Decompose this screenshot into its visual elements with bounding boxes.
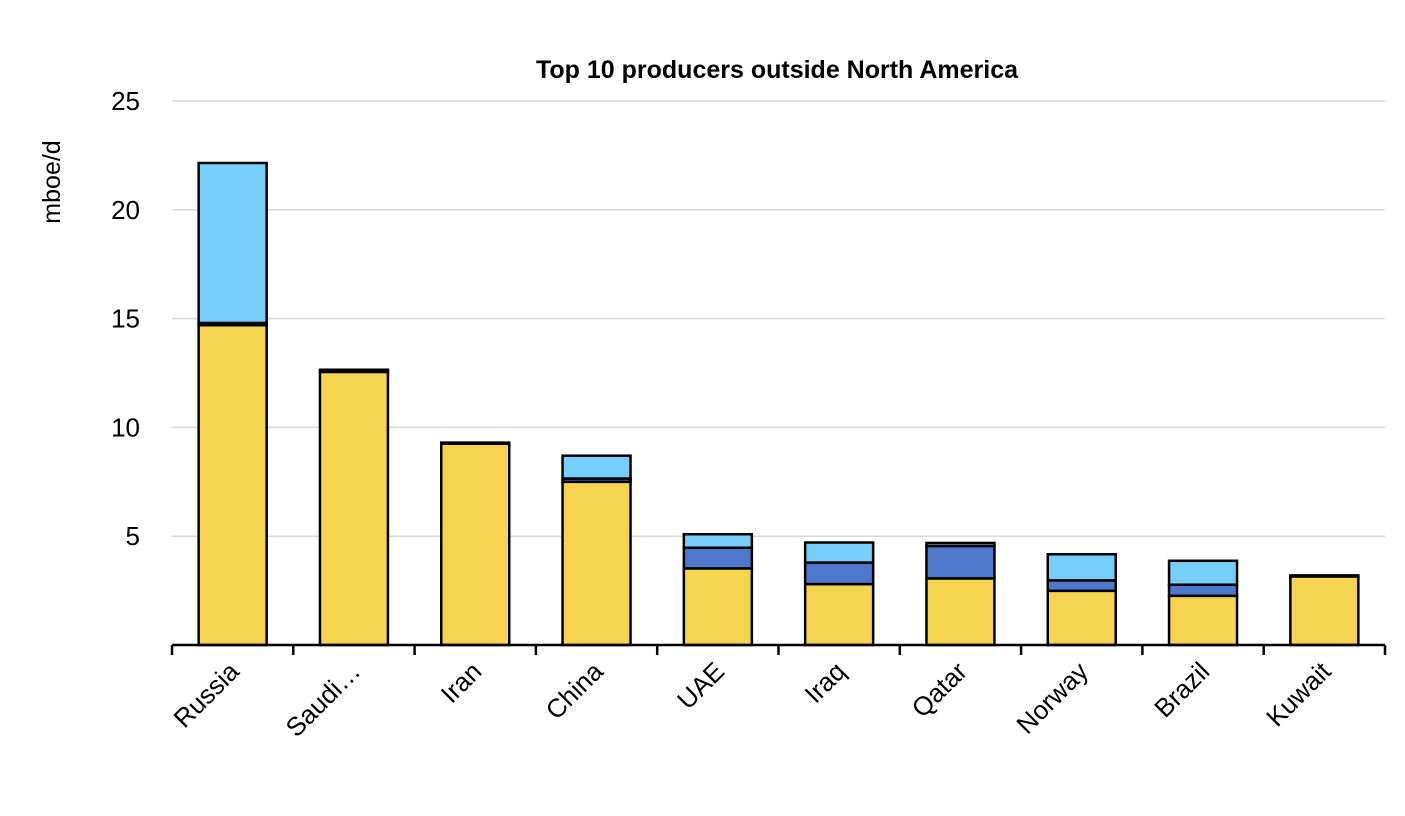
bar-segment-uae-series-2 bbox=[682, 546, 754, 570]
bar-segment-saudi-series-2 bbox=[318, 368, 390, 374]
chart-title: Top 10 producers outside North America bbox=[536, 56, 1019, 84]
bar-segment-brazil-series-3 bbox=[1167, 559, 1239, 586]
bar-segment-iraq-series-2 bbox=[803, 561, 875, 586]
x-tick-label: Brazil bbox=[1148, 656, 1215, 723]
bar-segment-uae-series-1 bbox=[682, 567, 754, 647]
bar-segment-norway-series-3 bbox=[1046, 553, 1117, 582]
y-tick-label: 15 bbox=[111, 304, 140, 334]
x-tick-label: Saudi… bbox=[280, 656, 367, 743]
bar-segment-norway-series-2 bbox=[1046, 579, 1117, 593]
y-tick-label: 25 bbox=[111, 86, 140, 116]
y-axis-label: mboe/d bbox=[38, 140, 66, 223]
bar-segment-qatar-series-3 bbox=[925, 541, 996, 548]
bar-segment-iraq-series-3 bbox=[803, 541, 875, 564]
x-tick-label: Qatar bbox=[905, 656, 972, 723]
bar-segment-brazil-series-1 bbox=[1167, 594, 1239, 647]
bar-segment-qatar-series-2 bbox=[925, 544, 996, 580]
bar-segment-saudi-series-1 bbox=[318, 370, 390, 647]
bar-segment-iraq-series-1 bbox=[803, 582, 875, 647]
bar-segment-russia-series-3 bbox=[197, 161, 268, 325]
bar-segment-china-series-3 bbox=[561, 454, 632, 480]
bar-segment-china-series-1 bbox=[561, 480, 632, 647]
x-tick-label: Russia bbox=[167, 656, 245, 734]
y-tick-label: 5 bbox=[126, 521, 140, 551]
bar-segment-iran-series-1 bbox=[440, 442, 511, 647]
x-tick-label: China bbox=[540, 656, 610, 726]
bar-segment-kuwait-series-1 bbox=[1289, 575, 1360, 647]
x-tick-label: UAE bbox=[671, 656, 730, 715]
bar-segment-russia-series-1 bbox=[197, 323, 268, 647]
x-tick-label: Iraq bbox=[798, 656, 851, 709]
bar-segment-kuwait-series-2 bbox=[1289, 574, 1360, 578]
x-tick-label: Kuwait bbox=[1260, 655, 1337, 732]
bar-segment-uae-series-3 bbox=[682, 532, 754, 549]
bar-segment-qatar-series-1 bbox=[925, 577, 996, 647]
bar-segment-norway-series-1 bbox=[1046, 589, 1117, 647]
bar-segment-iran-series-2 bbox=[440, 441, 511, 445]
y-tick-label: 20 bbox=[111, 195, 140, 225]
x-tick-label: Norway bbox=[1010, 656, 1094, 740]
y-tick-label: 10 bbox=[111, 412, 140, 442]
x-tick-label: Iran bbox=[435, 656, 488, 709]
bar-segment-brazil-series-2 bbox=[1167, 583, 1239, 598]
